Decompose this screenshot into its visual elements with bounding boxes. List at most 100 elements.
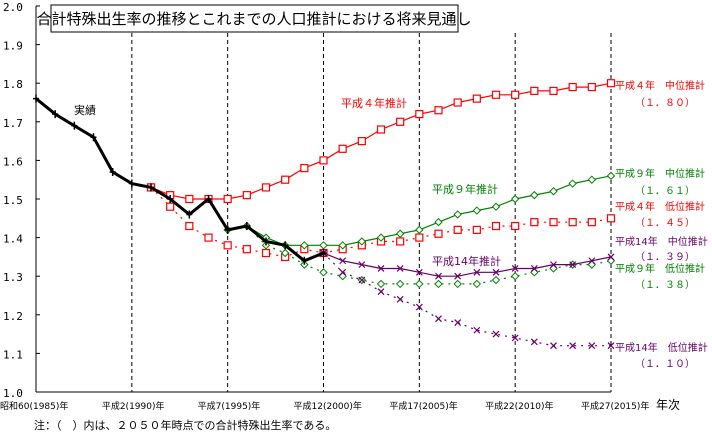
series-line xyxy=(150,186,612,258)
data-point xyxy=(588,342,596,350)
data-point xyxy=(492,330,500,338)
data-point xyxy=(377,265,385,272)
data-point xyxy=(606,79,616,88)
data-point xyxy=(606,214,616,223)
chart-title-box: 合計特殊出生率の推移とこれまでの人口推計における将来見通し xyxy=(36,4,472,33)
data-point xyxy=(282,241,289,250)
end-label-line1: 平成14年 中位推計 xyxy=(615,235,708,248)
data-point xyxy=(530,218,539,227)
annotation-h14: 平成14年推計 xyxy=(432,254,501,268)
data-point xyxy=(453,279,462,289)
data-point xyxy=(473,326,481,334)
data-point xyxy=(453,210,462,219)
data-point xyxy=(569,342,577,350)
y-tick-label: 1.9 xyxy=(3,40,23,53)
data-point xyxy=(588,257,596,265)
data-point xyxy=(415,303,423,311)
data-point xyxy=(109,167,116,176)
series-5 xyxy=(320,249,615,280)
data-point xyxy=(415,233,424,242)
series-line xyxy=(323,252,612,277)
data-point xyxy=(549,218,558,227)
data-point xyxy=(395,229,405,238)
data-point xyxy=(223,194,232,204)
data-point xyxy=(511,334,519,342)
data-point xyxy=(281,175,290,184)
data-point xyxy=(549,86,558,96)
series xyxy=(33,79,616,350)
end-label-line2: （１．６１） xyxy=(635,185,695,197)
data-point xyxy=(338,144,347,153)
data-point xyxy=(549,187,558,196)
data-point xyxy=(587,82,596,92)
data-point xyxy=(396,237,405,246)
data-point xyxy=(415,225,424,235)
data-point xyxy=(434,217,443,227)
y-tick-label: 2.0 xyxy=(3,1,23,14)
chart-title: 合計特殊出生率の推移とこれまでの人口推計における将来見通し xyxy=(36,10,471,28)
series-0 xyxy=(33,94,327,265)
data-point xyxy=(33,94,39,103)
data-point xyxy=(472,94,481,103)
data-point xyxy=(530,86,539,96)
series-line xyxy=(246,225,612,285)
end-label-line2: （１．４５） xyxy=(635,217,695,229)
data-point xyxy=(491,221,501,231)
data-point xyxy=(358,261,366,269)
x-tick-label: 平成7(1995)年 xyxy=(198,400,261,412)
data-point xyxy=(148,183,154,192)
data-point xyxy=(71,121,78,130)
data-point xyxy=(319,268,328,277)
data-point xyxy=(339,268,347,276)
data-point xyxy=(376,125,386,134)
data-point xyxy=(396,295,404,303)
x-tick-label: 昭和60(1985)年 xyxy=(0,400,68,412)
data-point xyxy=(300,241,309,250)
data-point xyxy=(511,265,519,272)
series-6 xyxy=(320,249,615,350)
data-point xyxy=(510,271,520,281)
data-point xyxy=(376,279,386,289)
x-tick-label: 平成17(2005)年 xyxy=(389,400,457,412)
data-point xyxy=(280,248,290,258)
data-point xyxy=(511,90,520,99)
data-point xyxy=(205,195,212,203)
y-tick-label: 1.0 xyxy=(3,387,23,400)
annotation-actual: 実績 xyxy=(74,103,96,117)
y-tick-label: 1.2 xyxy=(3,310,23,323)
data-point xyxy=(606,256,616,265)
data-point xyxy=(223,241,232,250)
end-label-h4-low: 平成４年 低位推計 （１．４５） xyxy=(615,200,705,229)
data-point xyxy=(243,222,250,231)
data-point xyxy=(530,190,539,200)
data-point xyxy=(338,241,347,250)
data-point xyxy=(587,218,596,227)
data-point xyxy=(415,109,424,119)
y-tick-label: 1.7 xyxy=(3,117,23,130)
data-point xyxy=(186,210,193,219)
x-ticks: 昭和60(1985)年 平成2(1990)年 平成7(1995)年 平成12(2000… xyxy=(0,400,649,412)
y-tick-label: 1.8 xyxy=(3,78,23,91)
data-point xyxy=(435,272,442,280)
data-point xyxy=(491,90,501,99)
data-point xyxy=(473,268,481,276)
data-point xyxy=(511,221,520,231)
data-point xyxy=(396,117,405,126)
data-point xyxy=(185,194,194,204)
data-point xyxy=(607,342,615,350)
data-point xyxy=(607,253,615,261)
footnote: 注：（ ）内は、２０５０年時点での合計特殊出生率である。 xyxy=(34,418,336,432)
end-label-line1: 平成14年 低位推計 xyxy=(615,341,708,354)
data-point xyxy=(549,264,558,273)
data-point xyxy=(261,248,271,258)
data-point xyxy=(242,245,251,254)
data-point xyxy=(301,256,308,265)
data-point xyxy=(491,202,501,211)
data-point xyxy=(550,342,557,350)
x-tick-label: 平成12(2000)年 xyxy=(294,400,362,412)
data-point xyxy=(454,272,462,280)
end-label-h4-mid: 平成４年 中位推計 （１．８０） xyxy=(615,79,705,109)
data-point xyxy=(128,179,135,188)
data-point xyxy=(52,110,59,119)
